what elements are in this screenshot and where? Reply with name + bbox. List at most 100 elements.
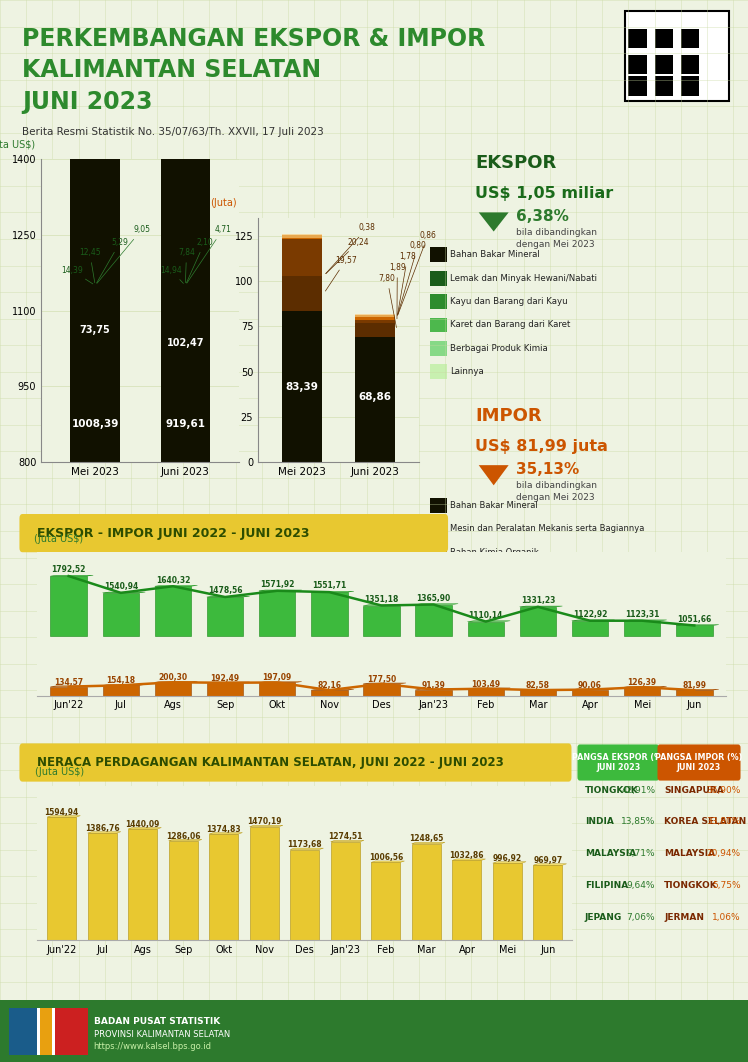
Text: 7,80: 7,80: [378, 274, 396, 327]
Text: 0,86: 0,86: [398, 230, 437, 314]
Text: 1571,92: 1571,92: [260, 580, 295, 589]
Text: 1248,65: 1248,65: [409, 835, 444, 843]
Bar: [430, 271, 447, 286]
Text: 1008,39: 1008,39: [72, 418, 119, 429]
Bar: [282, 239, 322, 276]
Polygon shape: [533, 863, 566, 866]
Polygon shape: [128, 827, 162, 829]
Text: 969,97: 969,97: [533, 856, 562, 864]
Text: Bahan Bakar Mineral: Bahan Bakar Mineral: [450, 501, 538, 510]
Text: 134,57: 134,57: [54, 678, 83, 687]
Text: TIONGKOK: TIONGKOK: [585, 786, 639, 794]
Text: 35,13%: 35,13%: [516, 462, 580, 477]
Bar: [259, 683, 295, 696]
Bar: [371, 862, 400, 940]
Text: 5,75%: 5,75%: [712, 881, 741, 890]
Bar: [430, 318, 447, 332]
Bar: [624, 687, 660, 696]
FancyBboxPatch shape: [577, 744, 659, 781]
Text: Berbagai Produk Kimia: Berbagai Produk Kimia: [450, 344, 548, 353]
Bar: [250, 826, 279, 940]
Polygon shape: [169, 839, 202, 841]
Text: IMPOR: IMPOR: [475, 407, 542, 425]
Bar: [102, 593, 139, 635]
Text: 1,89: 1,89: [389, 263, 405, 319]
Bar: [453, 860, 482, 940]
Text: 19,57: 19,57: [325, 256, 357, 291]
Text: KALIMANTAN SELATAN: KALIMANTAN SELATAN: [22, 58, 322, 83]
Bar: [355, 338, 395, 462]
Bar: [430, 545, 447, 560]
Bar: [520, 606, 556, 635]
Text: 919,61: 919,61: [165, 418, 205, 429]
Bar: [415, 689, 452, 696]
Text: 42,91%: 42,91%: [621, 786, 655, 794]
Text: 102,47: 102,47: [167, 338, 204, 348]
Text: 14,94: 14,94: [160, 266, 183, 284]
Bar: [430, 592, 447, 606]
Bar: [430, 247, 447, 262]
Polygon shape: [209, 833, 242, 834]
Bar: [50, 687, 87, 696]
Polygon shape: [250, 825, 283, 826]
Text: Lemak dan Minyak Hewani/Nabati: Lemak dan Minyak Hewani/Nabati: [450, 274, 598, 282]
Text: 7,84: 7,84: [178, 249, 195, 282]
Text: 1051,66: 1051,66: [677, 615, 711, 623]
Text: Karet dan Barang dari Karet: Karet dan Barang dari Karet: [450, 321, 571, 329]
Bar: [624, 620, 660, 635]
Bar: [311, 690, 348, 696]
Bar: [364, 605, 399, 635]
Text: 33,80%: 33,80%: [706, 818, 741, 826]
Bar: [468, 689, 504, 696]
Bar: [290, 850, 319, 940]
Polygon shape: [479, 212, 509, 232]
Bar: [430, 341, 447, 356]
Bar: [259, 590, 295, 635]
Text: TIONGKOK: TIONGKOK: [664, 881, 718, 890]
Text: 12,45: 12,45: [79, 249, 101, 282]
Text: 1032,86: 1032,86: [450, 851, 484, 860]
Text: 9,05: 9,05: [97, 225, 150, 284]
Polygon shape: [47, 816, 80, 817]
Text: bila dibandingkan
dengan Mei 2023: bila dibandingkan dengan Mei 2023: [516, 481, 597, 502]
Text: PANGSA IMPOR (%)
JUNI 2023: PANGSA IMPOR (%) JUNI 2023: [655, 753, 742, 772]
Text: 83,39: 83,39: [286, 381, 319, 392]
Text: 7,06%: 7,06%: [627, 913, 655, 922]
Text: 103,49: 103,49: [471, 680, 500, 689]
Text: 126,39: 126,39: [628, 679, 657, 687]
Text: US$ 1,05 miliar: US$ 1,05 miliar: [475, 186, 613, 201]
Text: 1440,09: 1440,09: [126, 820, 160, 828]
Bar: [681, 29, 699, 48]
Bar: [468, 621, 504, 635]
Text: 14,39: 14,39: [61, 266, 93, 284]
Polygon shape: [412, 842, 445, 843]
Text: (Juta): (Juta): [209, 198, 236, 208]
Text: (Juta US$): (Juta US$): [34, 767, 84, 776]
Text: (Juta US$): (Juta US$): [34, 533, 83, 544]
Text: 1640,32: 1640,32: [156, 576, 190, 584]
Text: 1351,18: 1351,18: [364, 595, 399, 604]
Text: 197,09: 197,09: [263, 673, 292, 683]
Text: EKSPOR - IMPOR JUNI 2022 - JUNI 2023: EKSPOR - IMPOR JUNI 2022 - JUNI 2023: [37, 527, 310, 539]
Text: 1173,68: 1173,68: [287, 840, 322, 850]
Bar: [9, 1008, 37, 1055]
Bar: [311, 593, 348, 635]
Text: 1594,94: 1594,94: [45, 808, 79, 817]
Bar: [628, 76, 647, 96]
Text: (Juta US$): (Juta US$): [0, 140, 34, 150]
Text: 4,71: 4,71: [187, 225, 231, 284]
Bar: [9, 1008, 88, 1055]
Text: 9,71%: 9,71%: [627, 850, 655, 858]
Text: PROVINSI KALIMANTAN SELATAN: PROVINSI KALIMANTAN SELATAN: [94, 1030, 230, 1039]
Polygon shape: [371, 861, 405, 862]
Bar: [88, 833, 117, 940]
Bar: [654, 76, 673, 96]
Bar: [207, 683, 243, 696]
Bar: [282, 311, 322, 462]
Text: 1540,94: 1540,94: [104, 582, 138, 592]
Text: 1,78: 1,78: [397, 253, 416, 315]
Text: 1122,92: 1122,92: [573, 610, 607, 619]
Bar: [102, 685, 139, 696]
FancyBboxPatch shape: [19, 743, 571, 782]
Text: 1478,56: 1478,56: [208, 586, 242, 596]
